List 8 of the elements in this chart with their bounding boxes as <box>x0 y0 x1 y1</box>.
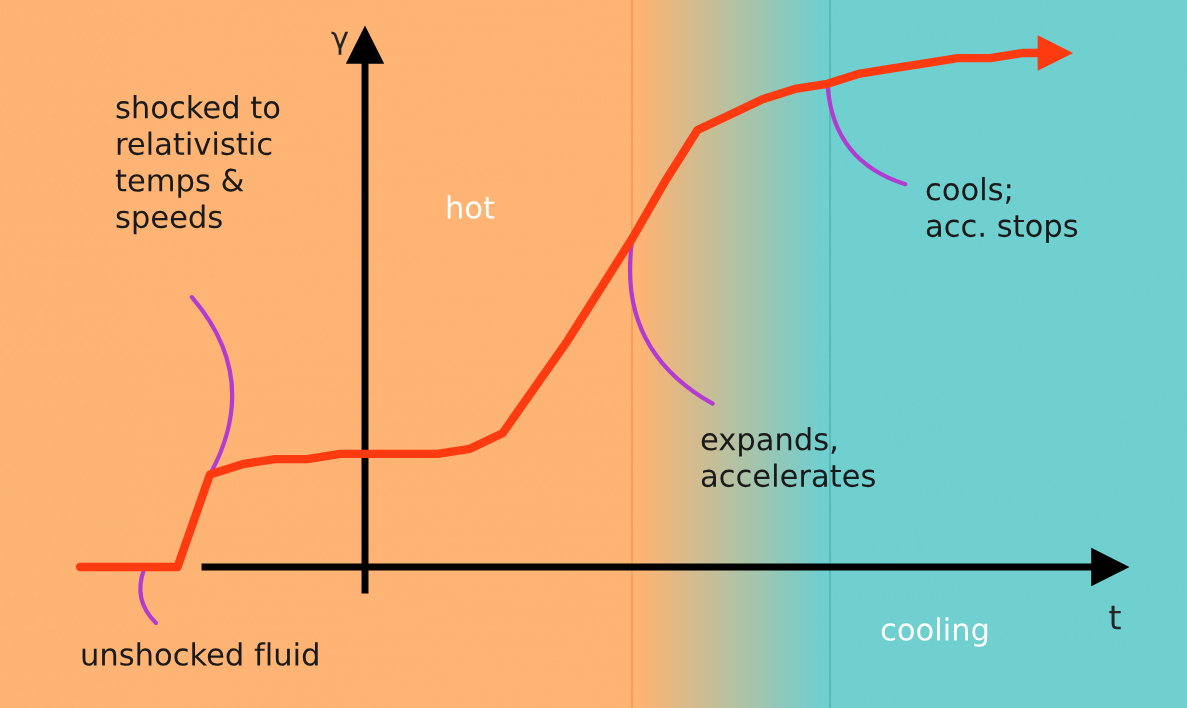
y-axis-title: γ <box>331 31 349 55</box>
annotation: shocked to relativistic temps & speeds <box>115 95 280 235</box>
annotation: expands, accelerates <box>701 426 875 488</box>
annotation: hot <box>447 195 495 219</box>
text: cooling <box>881 617 988 647</box>
x-axis-title: t <box>1109 605 1121 630</box>
annotation: cools; acc. stops <box>926 176 1078 244</box>
text: unshocked fluid <box>82 642 318 666</box>
